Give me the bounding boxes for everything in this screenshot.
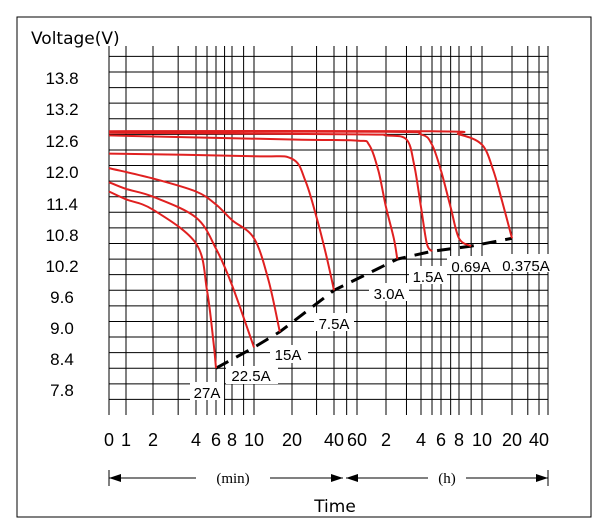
x-tick-label: 40 bbox=[324, 430, 344, 450]
h-range-indicator: (h) bbox=[346, 470, 549, 487]
x-tick-label: 10 bbox=[472, 430, 492, 450]
curve-label-15A: 15A bbox=[275, 347, 302, 364]
x-tick-label: 2 bbox=[381, 430, 391, 450]
discharge-curves bbox=[108, 129, 513, 369]
curve-label-0.375A: 0.375A bbox=[502, 258, 550, 275]
curve-label-1.5A: 1.5A bbox=[413, 269, 444, 286]
discharge-curve-3.0A bbox=[108, 134, 399, 260]
x-tick-label: 60 bbox=[347, 430, 367, 450]
discharge-curve-0.69A bbox=[108, 130, 472, 248]
discharge-curve-0.375A bbox=[108, 129, 513, 239]
x-tick-label: 20 bbox=[502, 430, 522, 450]
y-tick-label: 9.0 bbox=[50, 319, 74, 338]
y-tick-label: 10.8 bbox=[45, 226, 78, 245]
x-tick-label: 4 bbox=[191, 430, 201, 450]
y-tick-label: 8.4 bbox=[50, 350, 74, 369]
cutoff-dashed-path bbox=[215, 236, 513, 370]
discharge-curve-7.5A bbox=[108, 152, 335, 291]
discharge-curve-27A bbox=[108, 190, 217, 369]
curve-label-22.5A: 22.5A bbox=[231, 368, 270, 385]
cutoff-voltage-dashed-line bbox=[215, 236, 513, 370]
discharge-curve-1.5A bbox=[108, 131, 433, 253]
x-tick-label: 40 bbox=[529, 430, 549, 450]
x-tick-label: 6 bbox=[436, 430, 446, 450]
x-tick-label: 10 bbox=[244, 430, 264, 450]
plot-grid bbox=[108, 46, 549, 415]
x-tick-label: 0 bbox=[104, 430, 114, 450]
curve-label-3.0A: 3.0A bbox=[374, 286, 405, 303]
x-tick-label: 8 bbox=[227, 430, 237, 450]
curve-label-27A: 27A bbox=[194, 385, 221, 402]
y-tick-label: 13.2 bbox=[45, 100, 78, 119]
y-tick-label: 11.4 bbox=[46, 195, 78, 214]
x-tick-label: 4 bbox=[416, 430, 426, 450]
min-range-indicator: (min) bbox=[108, 470, 343, 487]
x-tick-label: 2 bbox=[148, 430, 158, 450]
chart-border bbox=[16, 16, 592, 518]
x-axis-title: Time bbox=[313, 497, 356, 517]
curve-label-0.69A: 0.69A bbox=[451, 259, 490, 276]
min-unit-label: (min) bbox=[216, 471, 249, 487]
y-tick-label: 12.6 bbox=[45, 132, 78, 151]
x-tick-label: 6 bbox=[211, 430, 221, 450]
y-tick-label: 10.2 bbox=[45, 257, 78, 276]
y-tick-label: 13.8 bbox=[45, 69, 78, 88]
curve-labels: 27A 22.5A 15A 7.5A 3.0A 1.5A 0.69A 0.375… bbox=[190, 254, 557, 402]
y-tick-labels: 13.8 13.2 12.6 12.0 11.4 10.8 10.2 9.6 9… bbox=[45, 69, 78, 400]
y-axis-title: Voltage(V) bbox=[31, 29, 120, 49]
y-tick-label: 9.6 bbox=[50, 288, 74, 307]
x-tick-label: 8 bbox=[454, 430, 464, 450]
h-unit-label: (h) bbox=[438, 471, 456, 487]
y-tick-label: 12.0 bbox=[45, 163, 78, 182]
discharge-curve-15A bbox=[108, 167, 281, 333]
x-tick-label: 20 bbox=[282, 430, 302, 450]
discharge-curve-22.5A bbox=[108, 181, 255, 348]
x-tick-label: 1 bbox=[121, 430, 131, 450]
y-tick-label: 7.8 bbox=[50, 381, 74, 400]
x-tick-labels: 0 1 2 4 6 8 10 20 40 60 2 4 6 8 10 20 40 bbox=[104, 430, 549, 450]
curve-label-7.5A: 7.5A bbox=[319, 316, 350, 333]
